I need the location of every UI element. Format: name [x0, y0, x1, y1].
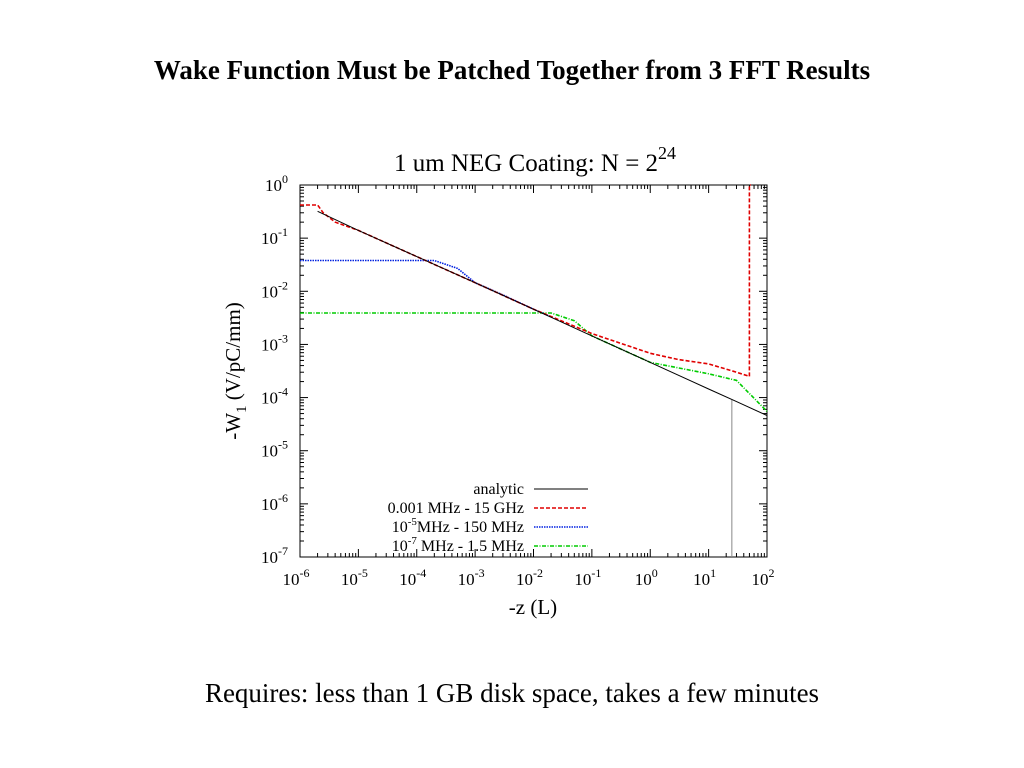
legend-label: 10-7 MHz - 1.5 MHz: [392, 535, 524, 555]
series-line-blue-dotted: [300, 259, 552, 318]
legend-label: 0.001 MHz - 15 GHz: [388, 500, 524, 517]
series-line-green-dashdot: [300, 312, 768, 412]
x-tick-label: 10-6: [283, 566, 310, 589]
x-tick-label: 10-1: [574, 566, 601, 589]
series-layer: [300, 184, 768, 416]
x-tick-label: 10-5: [341, 566, 368, 589]
axis-ticks: [299, 184, 768, 558]
x-tick-labels: 10-6 10-5 10-4 10-3 10-2 10-1 100 101 102: [283, 566, 775, 589]
x-tick-label: 101: [693, 566, 716, 589]
x-tick-label: 102: [752, 566, 775, 589]
y-tick-label: 100: [265, 172, 288, 195]
y-axis-label: -W1 (V/pC/mm): [221, 302, 250, 440]
y-tick-labels: 100 10-1 10-2 10-3 10-4 10-5 10-6 10-7: [261, 172, 288, 567]
y-tick-label: 10-3: [261, 331, 288, 354]
y-tick-label: 10-5: [261, 438, 288, 461]
legend-label: analytic: [473, 481, 524, 498]
footer-note: Requires: less than 1 GB disk space, tak…: [204, 678, 820, 708]
legend-label: 10-5MHz - 150 MHz: [392, 516, 524, 536]
slide-title: Wake Function Must be Patched Together f…: [153, 55, 871, 85]
series-line-analytic: [317, 210, 768, 416]
series-line-red-dashed: [300, 184, 751, 378]
y-tick-label: 10-4: [261, 385, 288, 408]
x-tick-label: 100: [635, 566, 658, 589]
y-tick-label: 10-6: [261, 491, 288, 514]
x-tick-label: 10-2: [516, 566, 543, 589]
y-tick-label: 10-2: [261, 278, 288, 301]
y-tick-label: 10-7: [261, 544, 288, 567]
chart-title: 1 um NEG Coating: N = 224: [394, 143, 676, 177]
y-tick-label: 10-1: [261, 225, 288, 248]
x-tick-label: 10-4: [399, 566, 426, 589]
x-axis-label: -z (L): [509, 595, 557, 619]
x-tick-label: 10-3: [458, 566, 485, 589]
